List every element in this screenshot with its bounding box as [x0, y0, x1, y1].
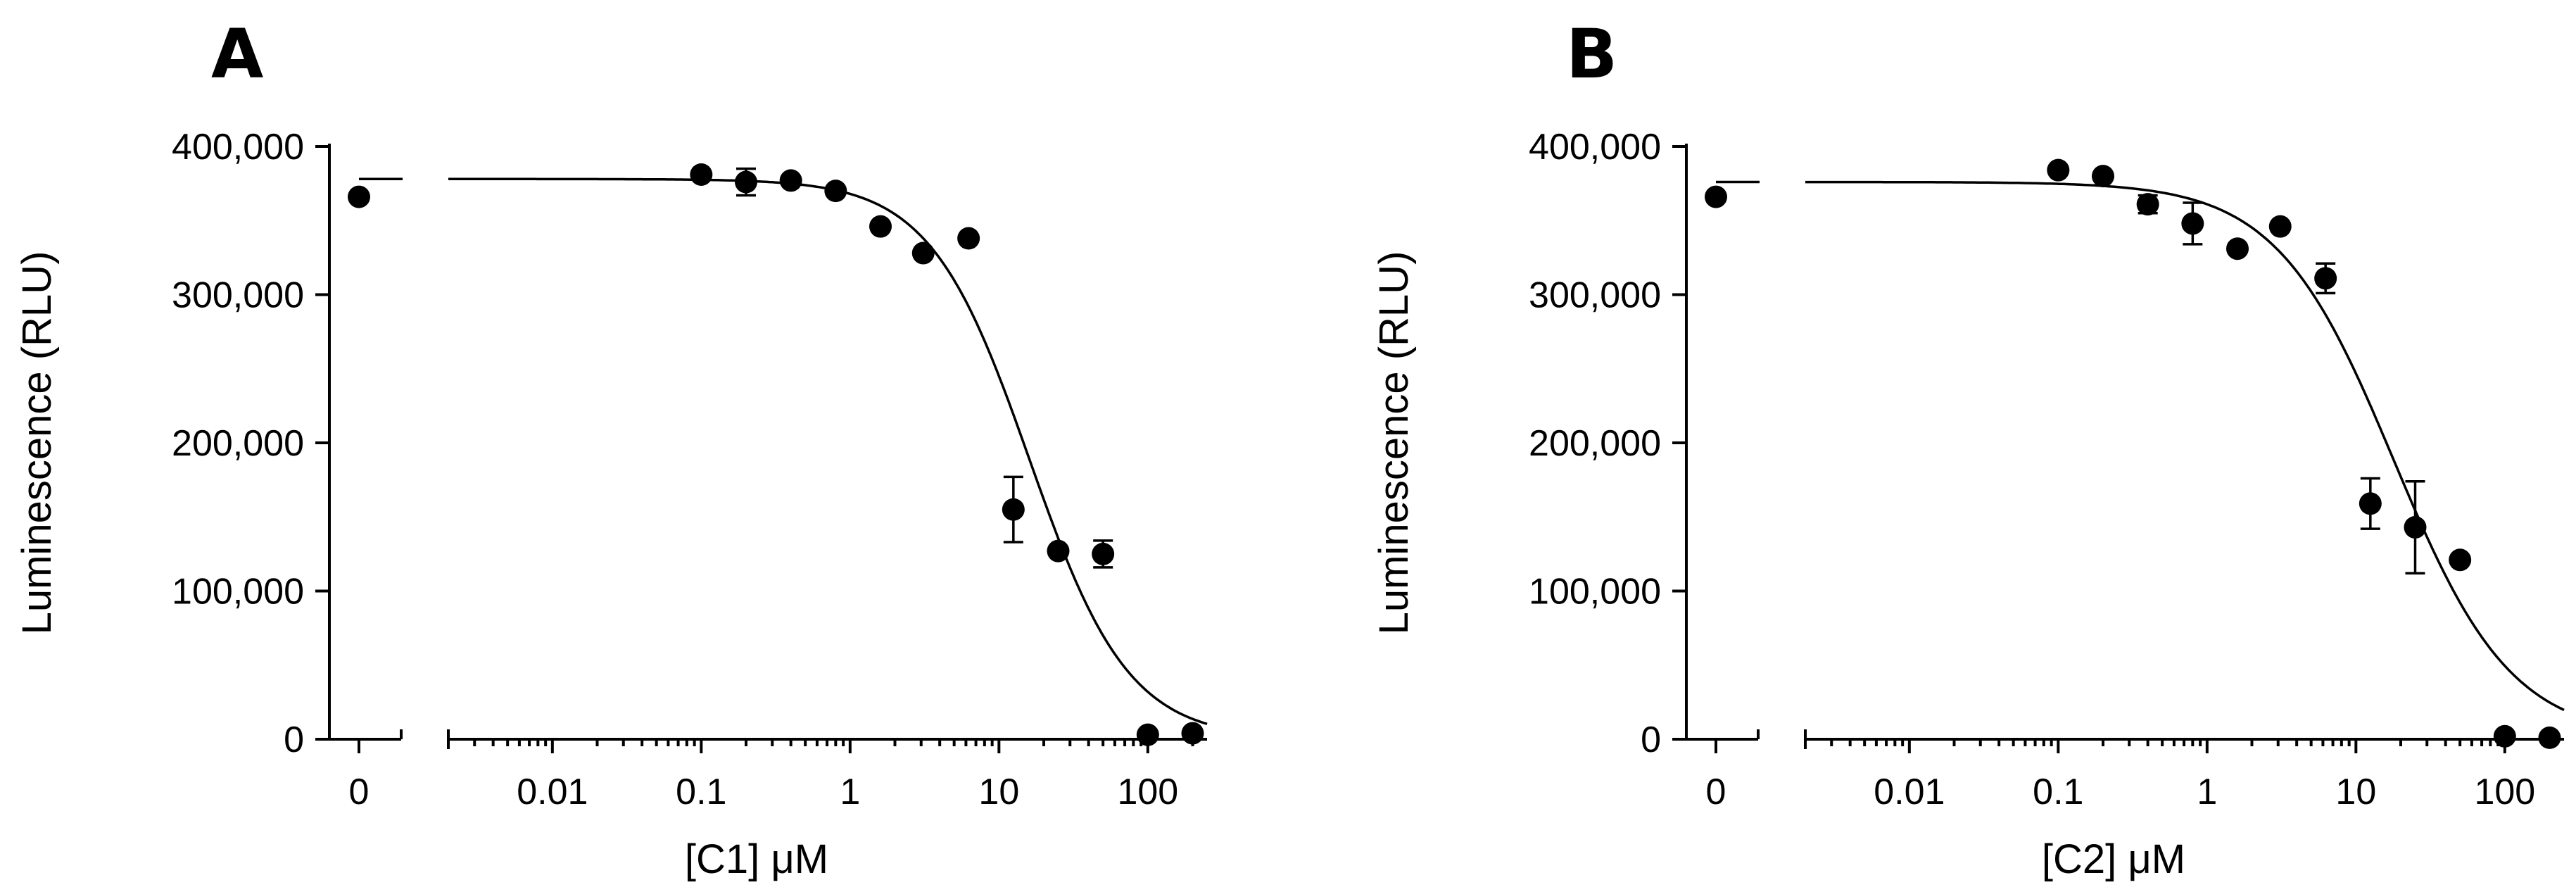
data-point [2314, 267, 2337, 290]
data-point [2136, 193, 2159, 216]
data-point [2449, 548, 2472, 572]
data-point [2493, 724, 2516, 748]
data-point [2538, 726, 2561, 749]
panel-a: A 0 100,000 200,000 300,000 400,000 Luminescen… [14, 15, 1208, 882]
y-tick-label: 300,000 [1529, 275, 1661, 316]
data-point [2268, 215, 2292, 238]
x-tick-label: 10 [2335, 772, 2376, 812]
x-tick-label-zero: 0 [1706, 772, 1726, 812]
data-point [824, 180, 847, 203]
x-tick-label: 0.01 [1874, 772, 1945, 812]
y-tick-label: 0 [284, 720, 304, 760]
x-tick-label: 100 [1117, 772, 1178, 812]
y-tick-label: 100,000 [1529, 572, 1661, 613]
data-point [735, 170, 758, 194]
data-point [2181, 212, 2204, 235]
data-point [911, 241, 935, 265]
control-point [348, 185, 370, 208]
y-tick-label: 0 [1641, 720, 1661, 760]
data-point [2047, 158, 2070, 182]
x-tick-label: 0.1 [676, 772, 726, 812]
y-tick-label: 100,000 [172, 572, 304, 613]
data-point [1092, 542, 1115, 565]
data-point [1136, 723, 1159, 746]
y-tick-label: 200,000 [172, 423, 304, 464]
x-tick-label: 100 [2474, 772, 2535, 812]
x-tick-label: 1 [840, 772, 860, 812]
y-tick-label: 400,000 [172, 127, 304, 168]
x-tick-label: 0.1 [2033, 772, 2083, 812]
data-point [2404, 515, 2427, 539]
panel-letter: B [1566, 15, 1617, 94]
data-point [1047, 539, 1070, 563]
data-point [2092, 165, 2115, 188]
data-point [1181, 722, 1204, 745]
x-tick-label: 0.01 [517, 772, 588, 812]
data-point [2226, 237, 2249, 260]
y-axis-title: Luminescence (RLU) [14, 251, 60, 635]
x-tick-label-zero: 0 [349, 772, 370, 812]
y-tick-label: 200,000 [1529, 423, 1661, 464]
data-point [2359, 492, 2382, 515]
data-point [690, 163, 713, 186]
y-tick-label: 300,000 [172, 275, 304, 316]
fit-curve [448, 177, 1208, 725]
x-tick-label: 10 [978, 772, 1019, 812]
x-tick-label: 1 [2197, 772, 2217, 812]
data-point [957, 227, 980, 250]
x-axis-title: [C1] μM [685, 836, 828, 882]
y-tick-label: 400,000 [1529, 127, 1661, 168]
panel-letter: A [211, 15, 263, 94]
control-point [1705, 185, 1727, 208]
panel-b: B 0 100,000 200,000 300,000 400,000 Luminescen… [1371, 15, 2565, 882]
data-point [1002, 498, 1025, 521]
fit-curve [1805, 180, 2565, 712]
data-point [869, 215, 892, 238]
data-point [779, 169, 802, 192]
x-axis-title: [C2] μM [2042, 836, 2185, 882]
y-axis-title: Luminescence (RLU) [1371, 251, 1417, 635]
